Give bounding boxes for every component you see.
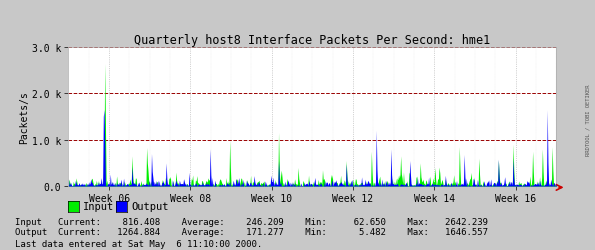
Text: RRDTOOL / TOBI OETIKER: RRDTOOL / TOBI OETIKER <box>585 84 590 156</box>
Text: Output  Current:   1264.884    Average:    171.277    Min:      5.482    Max:   : Output Current: 1264.884 Average: 171.27… <box>15 228 488 236</box>
Text: Last data entered at Sat May  6 11:10:00 2000.: Last data entered at Sat May 6 11:10:00 … <box>15 239 262 248</box>
Y-axis label: Packets/s: Packets/s <box>19 90 29 143</box>
Title: Quarterly host8 Interface Packets Per Second: hme1: Quarterly host8 Interface Packets Per Se… <box>134 34 490 46</box>
Text: Input: Input <box>83 201 115 211</box>
Text: Input   Current:    816.408    Average:    246.209    Min:     62.650    Max:   : Input Current: 816.408 Average: 246.209 … <box>15 217 488 226</box>
Text: Output: Output <box>131 201 168 211</box>
